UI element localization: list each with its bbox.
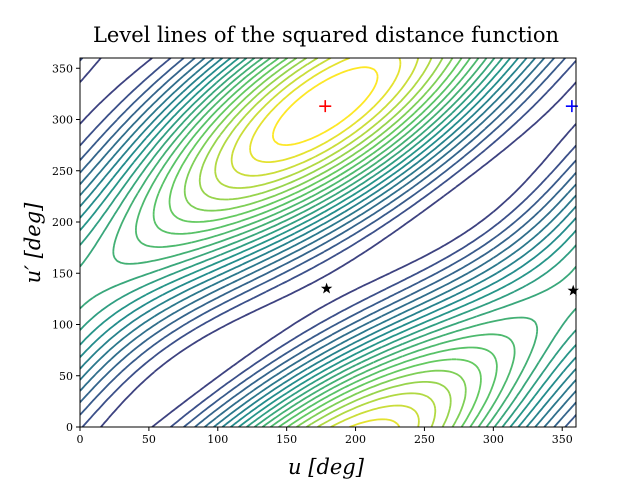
chart-title: Level lines of the squared distance func… (93, 23, 559, 47)
contour-line (80, 58, 576, 427)
y-tick-label: 0 (66, 421, 73, 434)
contour-line (80, 58, 576, 427)
x-tick-label: 350 (552, 433, 573, 446)
contour-line (152, 58, 498, 427)
contour-line (80, 58, 576, 427)
x-tick-label: 150 (276, 433, 297, 446)
contour-line (135, 58, 516, 427)
y-tick-label: 150 (52, 267, 73, 280)
contour-line (249, 58, 402, 427)
y-tick-label: 350 (52, 62, 73, 75)
plot-frame (79, 57, 577, 428)
x-tick-label: 50 (142, 433, 156, 446)
x-tick-label: 300 (483, 433, 504, 446)
contour-line (198, 58, 452, 427)
y-tick-label: 100 (52, 319, 73, 332)
plot-area (80, 58, 576, 427)
contour-line (168, 58, 482, 427)
y-tick-label: 250 (52, 165, 73, 178)
marker-plus (319, 100, 332, 113)
y-tick-label: 50 (59, 370, 73, 383)
y-tick-label: 200 (52, 216, 73, 229)
contour-line (183, 58, 467, 427)
y-tick-label: 300 (52, 114, 73, 127)
x-axis-label: u [deg] (288, 455, 365, 479)
marker-star (567, 284, 579, 296)
x-tick-label: 250 (414, 433, 435, 446)
contour-line (80, 58, 576, 427)
y-axis-label: u′ [deg] (21, 202, 45, 283)
contour-line (272, 66, 379, 146)
contour-line (112, 58, 539, 427)
contour-line (80, 58, 576, 427)
x-tick-label: 200 (345, 433, 366, 446)
marker-star (320, 282, 333, 294)
x-tick-label: 0 (77, 433, 84, 446)
contour-line (214, 58, 437, 427)
x-tick-label: 100 (207, 433, 228, 446)
contour-line (230, 58, 420, 427)
contour-line (80, 58, 576, 427)
